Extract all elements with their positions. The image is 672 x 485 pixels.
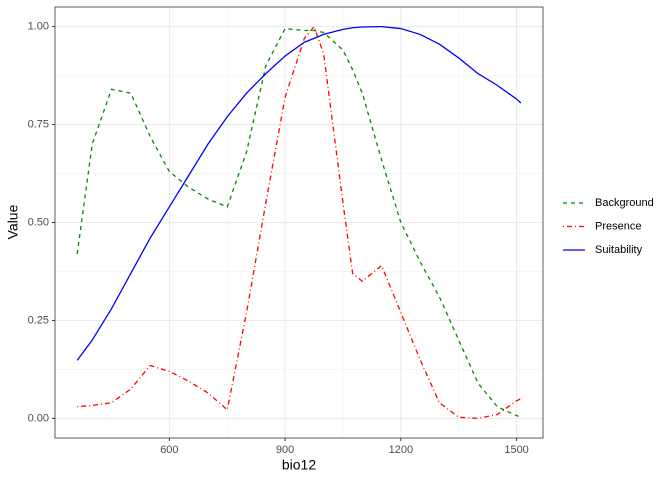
y-tick-label: 0.75 xyxy=(28,118,49,130)
panel-border xyxy=(54,6,544,439)
x-tick-label: 1500 xyxy=(504,444,528,456)
series-line xyxy=(76,25,522,361)
series-line xyxy=(77,25,522,420)
legend-label: Presence xyxy=(595,220,641,232)
x-tick-label: 600 xyxy=(160,444,178,456)
y-tick-label: 0.25 xyxy=(28,314,49,326)
x-axis-title: bio12 xyxy=(282,457,316,473)
y-tick-label: 0.00 xyxy=(28,412,49,424)
y-axis-title: Value xyxy=(5,204,21,239)
legend-label: Suitability xyxy=(595,244,643,256)
legend-label: Background xyxy=(595,197,654,209)
x-tick-label: 900 xyxy=(276,444,294,456)
y-tick-label: 0.50 xyxy=(28,216,49,228)
series-line xyxy=(76,27,521,418)
x-tick-label: 1200 xyxy=(389,444,413,456)
y-tick-label: 1.00 xyxy=(28,20,49,32)
